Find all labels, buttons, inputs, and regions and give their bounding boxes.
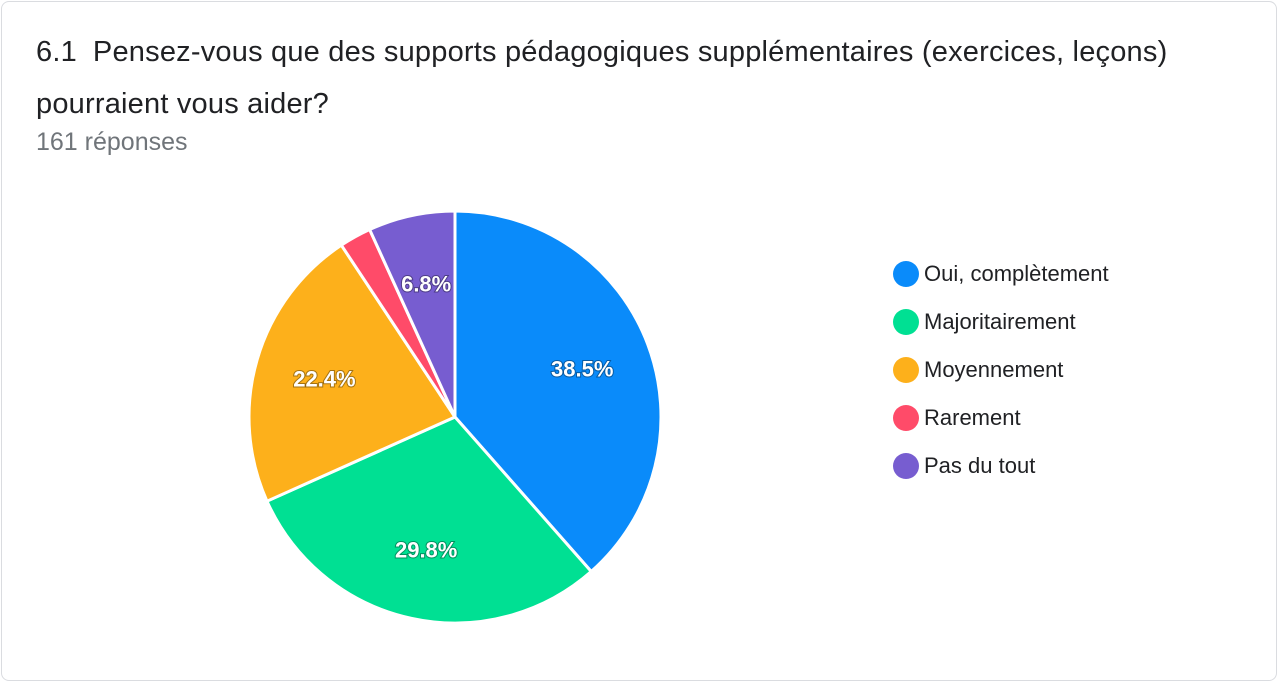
legend-swatch: [893, 453, 919, 479]
legend-item-oui-completement[interactable]: Oui, complètement: [893, 250, 1109, 298]
legend-label: Pas du tout: [924, 453, 1036, 478]
pie-slice-majoritairement[interactable]: [265, 415, 593, 625]
slice-label-moyennement: 22.4%: [293, 367, 355, 392]
pie-slice-oui-completement[interactable]: [453, 209, 663, 574]
question-title: 6.1 Pensez-vous que des supports pédagogi…: [36, 26, 1256, 130]
slice-label-pas-du-tout: 6.8%: [401, 272, 451, 297]
slice-label-majoritairement: 29.8%: [395, 537, 457, 562]
legend-label: Oui, complètement: [924, 261, 1109, 286]
legend-swatch: [893, 261, 919, 287]
legend-item-rarement[interactable]: Rarement: [893, 394, 1109, 442]
pie-slice-pas-du-tout[interactable]: [368, 209, 457, 419]
legend-item-moyennement[interactable]: Moyennement: [893, 346, 1109, 394]
slice-label-oui-completement: 38.5%: [551, 356, 613, 381]
legend-label: Moyennement: [924, 357, 1064, 382]
question-text: Pensez-vous que des supports pédagogique…: [36, 36, 1168, 120]
legend-label: Rarement: [924, 405, 1021, 430]
legend-swatch: [893, 405, 919, 431]
legend-swatch: [893, 357, 919, 383]
chart-legend: Oui, complètement Majoritairement Moyennem…: [893, 250, 1109, 490]
pie-slice-moyennement[interactable]: [247, 243, 457, 503]
question-number: 6.1: [36, 36, 77, 68]
legend-label: Majoritairement: [924, 309, 1076, 334]
legend-item-pas-du-tout[interactable]: Pas du tout: [893, 442, 1109, 490]
legend-swatch: [893, 309, 919, 335]
response-count: 161 réponses: [36, 128, 188, 156]
legend-item-majoritairement[interactable]: Majoritairement: [893, 298, 1109, 346]
